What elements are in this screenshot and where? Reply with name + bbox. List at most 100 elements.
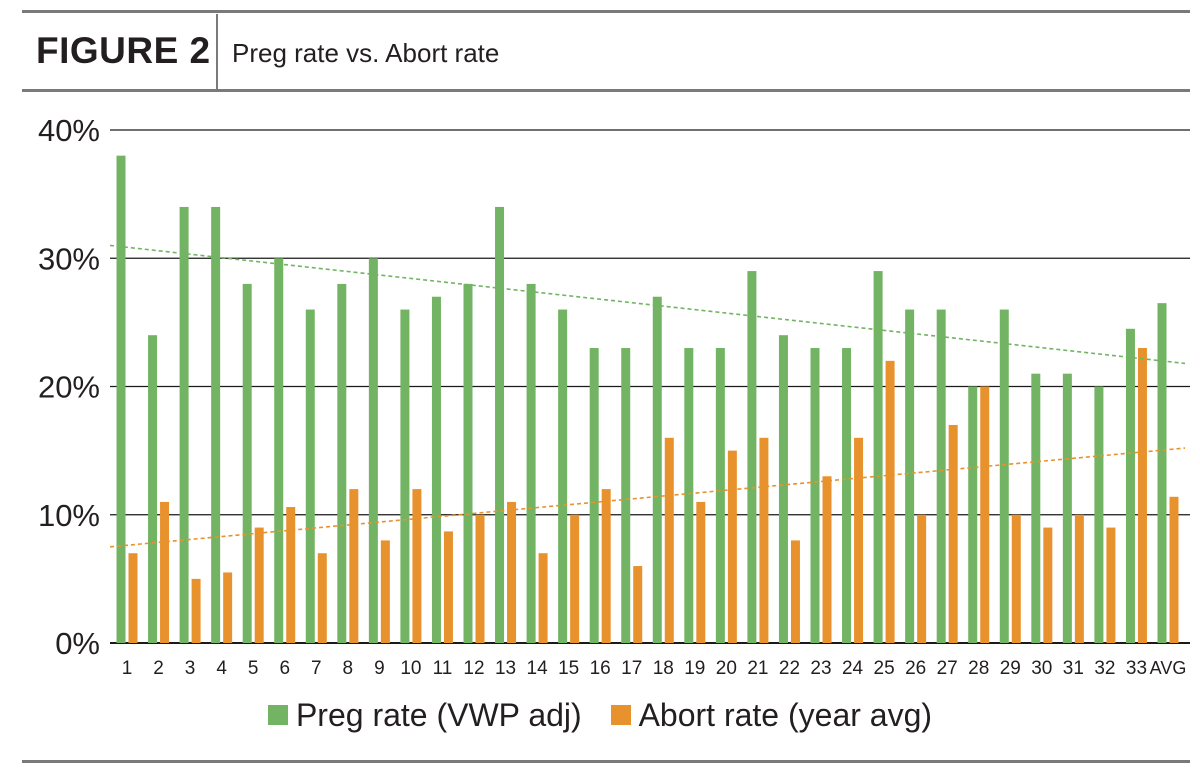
bar-preg [274,258,284,643]
bar-preg [778,335,788,643]
x-tick-label: 14 [527,658,549,679]
x-tick-label: 5 [248,658,259,679]
header-rule [22,89,1190,92]
x-tick-label: 33 [1126,658,1147,679]
bar-abort [570,514,580,643]
bar-preg [905,309,915,643]
bar-abort [696,501,706,643]
x-tick-label: 32 [1094,658,1115,679]
x-tick-label: 8 [343,658,354,679]
bottom-rule [22,760,1190,763]
bar-abort [727,450,737,643]
figure-header: FIGURE 2 Preg rate vs. Abort rate [22,14,1190,90]
bar-preg [1062,373,1072,643]
bar-preg [148,335,158,643]
x-tick-label: 7 [311,658,322,679]
legend-item-preg: Preg rate (VWP adj) [267,696,582,734]
top-rule [22,10,1190,13]
x-tick-label: 6 [279,658,290,679]
bar-abort [790,540,800,643]
x-tick-label: 27 [937,658,958,679]
x-tick-label: 19 [684,658,705,679]
x-tick-label: 12 [463,658,484,679]
bar-preg [810,348,820,643]
bar-preg [558,309,568,643]
legend-label-preg: Preg rate (VWP adj) [295,696,582,733]
x-tick-label: 29 [1000,658,1021,679]
x-tick-label: 11 [433,658,453,679]
bar-preg [400,309,410,643]
x-tick-label: 3 [185,658,196,679]
bar-abort [1106,527,1116,643]
y-tick-label: 40% [38,113,100,148]
x-tick-label: 25 [874,658,895,679]
bar-preg [368,258,378,643]
preg-swatch [267,705,288,725]
bar-preg [337,283,347,643]
bar-abort [538,553,548,643]
bar-preg [999,309,1009,643]
x-tick-label: 31 [1063,658,1084,679]
bar-preg [715,348,725,643]
bar-preg [652,296,662,643]
x-tick-label: 2 [153,658,164,679]
bar-preg [305,309,315,643]
x-tick-label: 10 [400,658,421,679]
bar-preg [495,206,505,643]
bar-preg [431,296,441,643]
bar-abort [885,360,895,643]
x-tick-label: 4 [216,658,227,679]
y-tick-label: 0% [55,626,100,661]
bar-abort [160,501,170,643]
legend-label-abort: Abort rate (year avg) [638,696,933,733]
bar-preg [936,309,946,643]
bar-abort [254,527,264,643]
x-tick-label: 1 [122,658,133,679]
bar-preg [1031,373,1041,643]
abort-swatch [610,705,631,725]
bar-abort [1169,496,1179,643]
x-tick-label: 9 [374,658,385,679]
bar-preg [526,283,536,643]
bar-preg [621,348,631,643]
x-tick-label: AVG [1150,658,1187,678]
trendline-abort [109,447,1186,548]
x-tick-label: 28 [968,658,989,679]
bar-abort [412,489,422,643]
bar-abort [349,489,359,643]
bar-preg [1157,303,1167,643]
bar-abort [1011,514,1021,643]
y-tick-label: 20% [38,370,100,405]
bar-preg [1094,386,1104,643]
bar-preg [842,348,852,643]
x-tick-label: 22 [779,658,800,679]
bar-abort [633,566,643,643]
bar-abort [664,437,674,643]
bar-abort [1043,527,1053,643]
bar-abort [317,553,327,643]
chart-legend: Preg rate (VWP adj) Abort rate (year avg… [0,696,1200,734]
bar-preg [968,386,978,643]
figure-title: Preg rate vs. Abort rate [232,38,500,68]
figure-label: FIGURE 2 [36,30,211,71]
header-separator [216,14,218,90]
x-tick-label: 26 [905,658,926,679]
x-tick-label: 21 [747,658,768,679]
x-tick-label: 13 [495,658,516,679]
bar-abort [380,540,390,643]
bar-preg [242,283,252,643]
bar-abort [191,578,201,643]
x-tick-label: 30 [1031,658,1052,679]
bar-abort [128,553,138,643]
bar-abort [507,501,517,643]
x-tick-label: 16 [590,658,611,679]
bar-preg [463,283,473,643]
bar-abort [1074,514,1084,643]
x-tick-label: 15 [558,658,579,679]
bar-preg [1125,328,1135,643]
bar-abort [286,507,296,643]
bar-abort [475,514,485,643]
x-tick-label: 23 [810,658,831,679]
bar-preg [589,348,599,643]
bar-abort [917,514,927,643]
